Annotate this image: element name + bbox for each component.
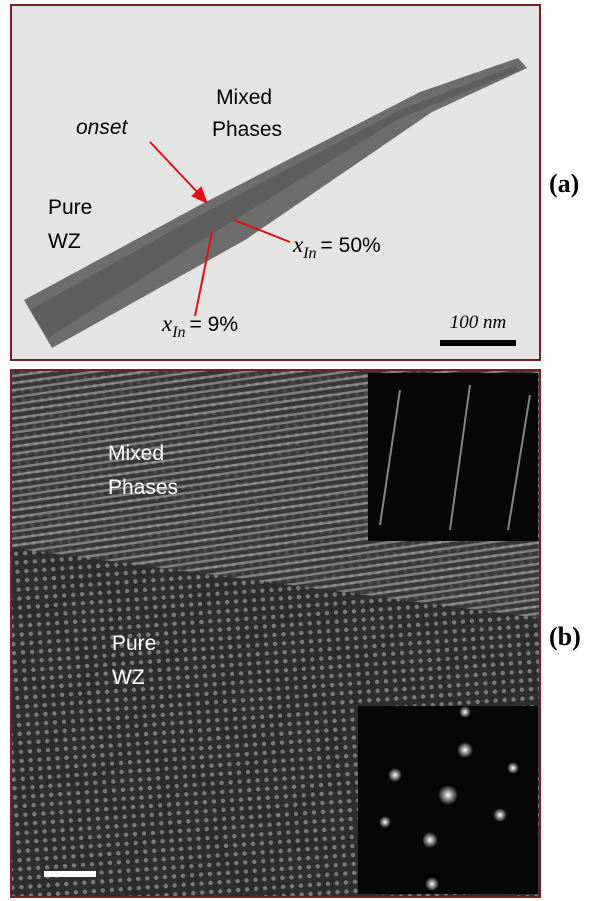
scale-bar — [440, 340, 516, 346]
label-onset: onset — [76, 116, 129, 139]
panel-label: (b) — [549, 622, 581, 651]
fft-inset-top — [368, 373, 538, 541]
figure: Mixed Phases onset Pure WZ xIn= 50% xIn=… — [0, 0, 590, 901]
scale-bar-b — [44, 871, 96, 877]
panel-label: (a) — [549, 169, 579, 198]
scale-bar-label: 100 nm — [450, 312, 506, 333]
